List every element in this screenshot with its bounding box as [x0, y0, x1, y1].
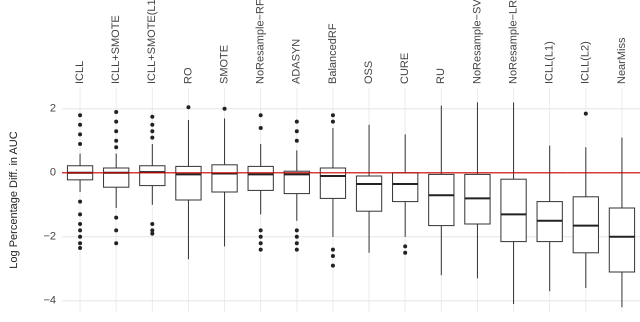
outlier	[330, 119, 335, 124]
outlier	[403, 250, 408, 255]
outlier	[150, 228, 155, 233]
outlier	[78, 142, 83, 146]
outlier	[114, 215, 119, 220]
outlier	[258, 126, 263, 130]
x-category-label: RO	[182, 67, 194, 84]
x-category-label: ICLL(L2)	[580, 41, 592, 84]
outlier	[294, 241, 299, 246]
outlier	[114, 228, 119, 233]
outlier	[150, 122, 155, 127]
outlier	[150, 222, 155, 226]
x-category-label: SMOTE	[218, 45, 230, 84]
outlier	[78, 113, 83, 118]
outlier	[78, 228, 83, 233]
x-category-label: ICLL+SMOTE	[110, 15, 122, 84]
outlier	[150, 129, 155, 134]
y-tick-label: −2	[43, 231, 56, 243]
box	[608, 207, 636, 273]
box	[175, 165, 202, 201]
x-category-label: ICLL+SMOTE(L1)	[146, 0, 158, 84]
x-category-label: ICLL(L1)	[544, 41, 556, 84]
x-category-label: RU	[435, 68, 447, 84]
outlier	[294, 138, 299, 143]
x-category-label: BalancedRF	[327, 23, 339, 84]
y-tick-label: 2	[50, 103, 56, 115]
y-axis-label: Log Percentage Diff. in AUC	[8, 131, 20, 268]
box	[500, 178, 527, 243]
outlier	[258, 241, 263, 246]
x-category-label: ADASYN	[291, 39, 303, 84]
outlier	[150, 231, 155, 236]
outlier	[78, 199, 83, 204]
outlier	[150, 114, 155, 119]
outlier	[114, 129, 119, 134]
outlier	[114, 138, 119, 143]
outlier	[258, 234, 263, 239]
x-category-label: NearMiss	[616, 37, 628, 84]
outlier	[330, 254, 335, 258]
y-tick-label: 0	[50, 167, 56, 179]
outlier	[186, 105, 191, 110]
outlier	[294, 247, 299, 252]
outlier	[583, 111, 588, 116]
outlier	[294, 234, 299, 239]
outlier	[294, 129, 299, 134]
outlier	[114, 145, 119, 150]
outlier	[294, 228, 299, 233]
outlier	[258, 228, 263, 233]
x-category-label: NoResample−SVM	[471, 0, 483, 84]
x-category-label: NoResample−RF	[255, 0, 267, 84]
outlier	[150, 135, 155, 140]
outlier	[78, 132, 83, 137]
box	[103, 167, 130, 188]
outlier	[78, 122, 83, 127]
outlier	[330, 247, 335, 252]
outlier	[78, 212, 83, 217]
outlier	[294, 119, 299, 124]
outlier	[78, 241, 83, 246]
outlier	[403, 244, 408, 249]
x-category-label: NoResample−LR	[507, 0, 519, 84]
outlier	[330, 113, 335, 118]
x-category-label: ICLL	[74, 61, 86, 84]
outlier	[258, 247, 263, 252]
x-category-label: CURE	[399, 53, 411, 84]
box	[247, 165, 274, 191]
box	[355, 175, 383, 212]
box	[392, 172, 419, 203]
box	[283, 170, 310, 195]
outlier	[78, 222, 83, 226]
outlier	[222, 106, 227, 111]
outlier	[78, 234, 83, 239]
outlier	[258, 113, 263, 118]
outlier	[114, 119, 119, 124]
outlier	[114, 110, 119, 114]
box	[139, 165, 166, 187]
y-tick-label: −4	[43, 295, 56, 307]
box	[428, 173, 455, 227]
box	[211, 164, 238, 193]
outlier	[330, 263, 335, 268]
outlier	[78, 246, 83, 250]
x-category-label: OSS	[363, 61, 375, 84]
outlier	[114, 241, 119, 246]
